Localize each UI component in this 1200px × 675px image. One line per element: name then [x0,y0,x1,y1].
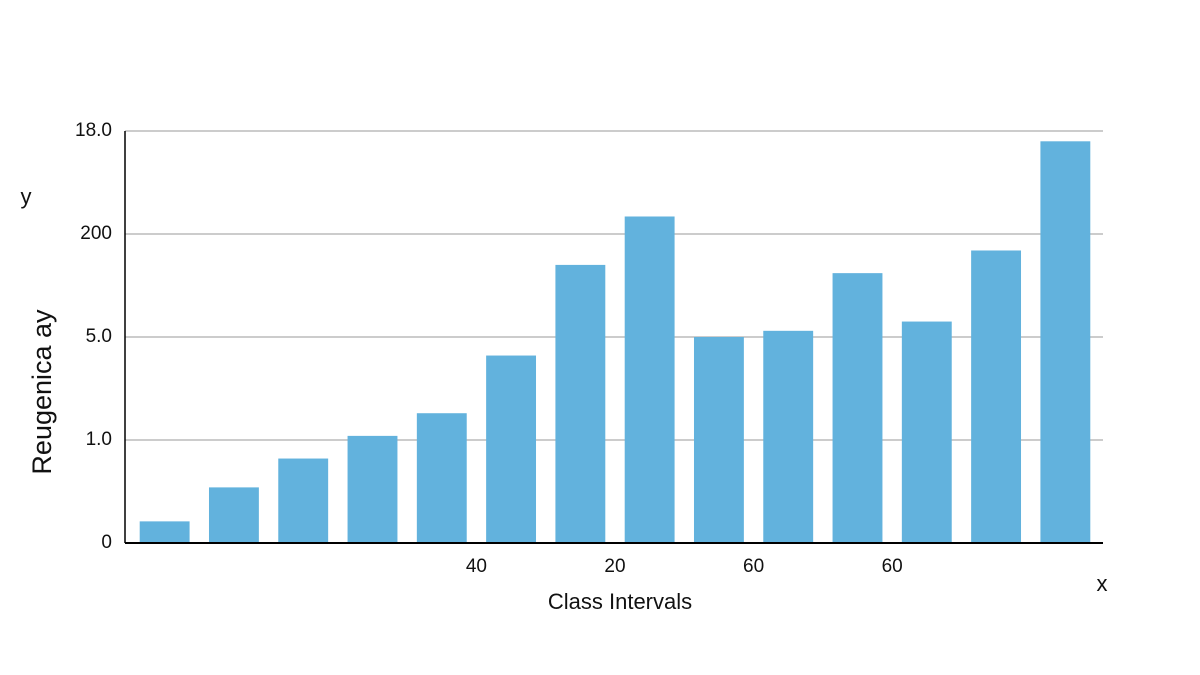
x-tick-label: 60 [743,556,764,577]
bar [1040,141,1091,544]
y-axis-label: Reugenica ay [27,309,57,475]
bar [139,521,190,543]
bar [486,355,537,543]
x-tick-label: 60 [882,556,903,577]
bar [555,264,606,543]
bar [208,487,259,543]
bar [971,250,1022,544]
y-tick-label: 0 [101,532,112,553]
x-tick-label: 40 [466,556,487,577]
x-axis-label: Class Intervals [548,589,692,614]
bar [901,321,952,543]
y-tick-label: 18.0 [75,120,112,141]
y-tick-label: 5.0 [86,326,112,347]
bar [693,337,744,543]
y-tick-label: 200 [80,223,112,244]
bar [416,413,467,543]
x-tick-label: 20 [604,556,625,577]
bar [832,273,883,543]
x-axis-letter: x [1097,571,1108,596]
bar [763,330,814,543]
bar [347,435,398,543]
y-tick-label: 1.0 [86,429,112,450]
bar [278,458,329,543]
bar [624,216,675,544]
y-axis-letter: y [21,184,32,209]
